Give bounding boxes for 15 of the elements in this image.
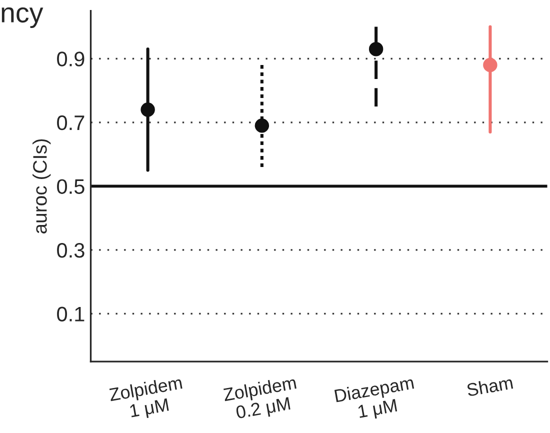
y-tick-label: 0.1 <box>57 306 84 322</box>
point <box>254 118 270 133</box>
point <box>140 102 155 117</box>
y-axis-title: auroc (CIs) <box>32 139 51 234</box>
point <box>483 58 498 72</box>
y-tick-label: 0.9 <box>57 52 84 66</box>
y-tick-label: 0.3 <box>57 242 84 258</box>
x-tick-label: Zolpidem 1 μM <box>108 376 183 421</box>
x-tick-label: Zolpidem 0.2 μM <box>222 376 298 422</box>
y-tick-label: 0.7 <box>57 115 84 130</box>
x-tick-label: Diazepam 1 μM <box>334 376 415 422</box>
y-tick-label: 0.5 <box>57 179 84 194</box>
point <box>368 42 384 56</box>
x-tick-label: Sham <box>466 376 514 397</box>
chart-title: ncy <box>2 7 44 28</box>
